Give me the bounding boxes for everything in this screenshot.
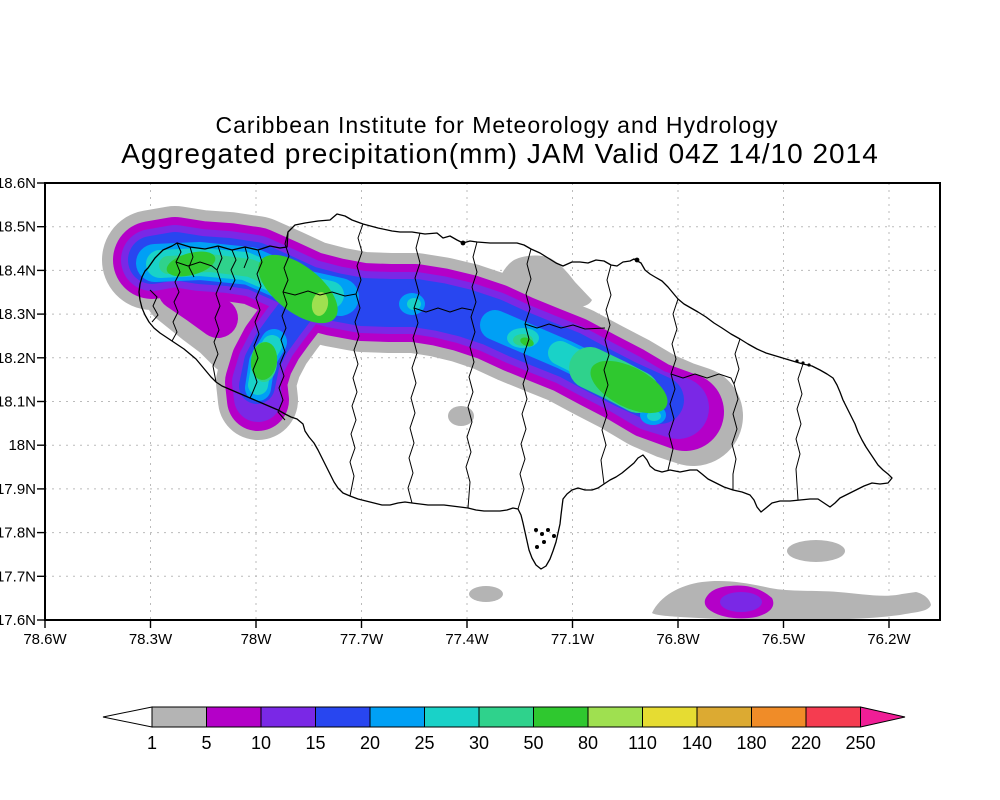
lat-label: 17.6N: [0, 612, 36, 629]
colorbar-label: 180: [736, 733, 766, 753]
colorbar-segment: [642, 707, 697, 727]
institute-title: Caribbean Institute for Meteorology and …: [216, 112, 779, 138]
lat-label: 18.5N: [0, 219, 36, 236]
colorbar: 1 5 10 15 20 25 30 50 80 110 140 180 220…: [102, 706, 906, 753]
colorbar-segment: [588, 707, 643, 727]
lon-label: 76.5W: [762, 631, 806, 648]
colorbar-right-arrow: [860, 706, 906, 728]
lat-label: 18.2N: [0, 350, 36, 367]
colorbar-label: 20: [360, 733, 380, 753]
lon-label: 78W: [241, 631, 273, 648]
latitude-labels: 18.6N 18.5N 18.4N 18.3N 18.2N 18.1N 18N …: [0, 175, 36, 629]
colorbar-label: 140: [682, 733, 712, 753]
lon-label: 76.2W: [867, 631, 911, 648]
lon-label: 77.4W: [445, 631, 489, 648]
parish-boundaries: [149, 223, 804, 510]
colorbar-segment: [206, 707, 261, 727]
map-outlines: [138, 213, 893, 570]
lon-label: 78.6W: [23, 631, 67, 648]
jamaica-coastline: [138, 213, 893, 570]
colorbar-label: 5: [201, 733, 211, 753]
plot-title: Aggregated precipitation(mm) JAM Valid 0…: [121, 138, 879, 169]
lat-label: 18.1N: [0, 394, 36, 411]
colorbar-labels: 1 5 10 15 20 25 30 50 80 110 140 180 220…: [147, 733, 876, 753]
precip-level-50mm: [166, 251, 668, 414]
lon-label: 77.1W: [551, 631, 595, 648]
plot-frame: [37, 182, 941, 628]
colorbar-label: 10: [251, 733, 271, 753]
axis-ticks: [37, 182, 890, 628]
lat-label: 17.7N: [0, 568, 36, 585]
colorbar-label: 30: [469, 733, 489, 753]
colorbar-label: 250: [845, 733, 875, 753]
precip-level-80mm: [311, 292, 329, 316]
colorbar-segment-borders: [151, 706, 861, 728]
lat-label: 18.4N: [0, 262, 36, 279]
colorbar-left-arrow: [102, 706, 153, 728]
colorbar-segment: [424, 707, 479, 727]
lat-label: 18.3N: [0, 306, 36, 323]
colorbar-segment: [806, 707, 861, 727]
lat-label: 18.6N: [0, 175, 36, 192]
lat-label: 18N: [8, 437, 36, 454]
precipitation-shading: [102, 206, 931, 620]
colorbar-segment: [315, 707, 370, 727]
islets-and-cays: [460, 240, 811, 549]
lon-label: 77.7W: [340, 631, 384, 648]
lon-label: 78.3W: [129, 631, 173, 648]
colorbar-segment: [479, 707, 534, 727]
colorbar-label: 80: [578, 733, 598, 753]
colorbar-label: 1: [147, 733, 157, 753]
colorbar-segment: [533, 707, 588, 727]
colorbar-segment: [152, 707, 207, 727]
lat-label: 17.8N: [0, 525, 36, 542]
colorbar-segment: [751, 707, 806, 727]
colorbar-segment: [370, 707, 425, 727]
colorbar-segment: [697, 707, 752, 727]
lon-label: 76.8W: [656, 631, 700, 648]
colorbar-segment: [261, 707, 316, 727]
longitude-labels: 78.6W 78.3W 78W 77.7W 77.4W 77.1W 76.8W …: [23, 631, 911, 648]
lat-label: 17.9N: [0, 481, 36, 498]
colorbar-label: 25: [414, 733, 434, 753]
colorbar-label: 220: [791, 733, 821, 753]
colorbar-label: 15: [305, 733, 325, 753]
colorbar-label: 110: [628, 733, 657, 753]
colorbar-label: 50: [523, 733, 543, 753]
